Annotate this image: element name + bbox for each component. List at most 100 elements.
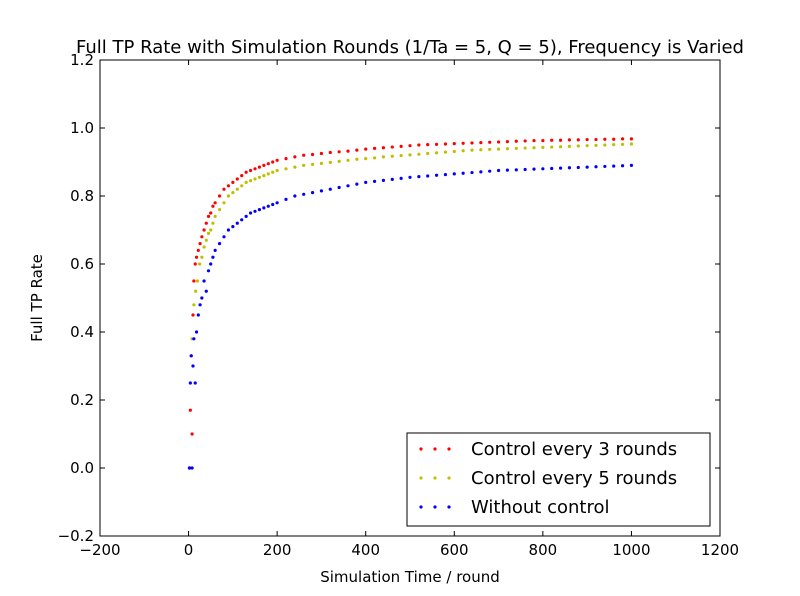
data-point (248, 168, 253, 173)
x-tick-label: 600 (440, 541, 469, 559)
legend-marker (419, 505, 423, 509)
data-point (217, 194, 222, 198)
data-point (206, 231, 211, 235)
data-point (585, 137, 589, 142)
data-point (213, 248, 217, 252)
data-point (198, 303, 202, 307)
data-point (470, 148, 474, 152)
data-point (488, 147, 492, 152)
data-point (213, 201, 217, 205)
data-point (193, 381, 197, 385)
data-point (248, 179, 253, 183)
legend-label: Without control (471, 497, 609, 518)
data-point (319, 189, 324, 193)
x-tick-label: 1000 (612, 541, 650, 559)
x-tick-label: 400 (351, 541, 380, 559)
data-point (470, 170, 474, 175)
data-point (523, 167, 527, 172)
data-point (434, 173, 439, 177)
data-point (196, 313, 200, 317)
data-point (408, 144, 412, 148)
data-point (240, 174, 244, 178)
data-point (417, 143, 421, 147)
data-point (461, 141, 465, 145)
legend-marker (433, 476, 437, 480)
data-point (629, 142, 634, 146)
plot-frame (99, 59, 721, 537)
data-point (355, 157, 359, 161)
data-point (196, 248, 200, 252)
data-point (461, 149, 465, 153)
data-point (202, 228, 206, 232)
legend: Control every 3 rounds Control every 5 ro… (406, 432, 711, 527)
data-point (505, 147, 510, 151)
data-point (417, 175, 421, 179)
data-point (222, 187, 226, 191)
data-point (496, 147, 501, 151)
data-point (222, 201, 226, 205)
data-point (194, 255, 199, 259)
data-point (244, 180, 248, 184)
y-tick-label: −0.2 (58, 527, 94, 545)
data-point (293, 165, 297, 169)
data-point (253, 177, 257, 181)
data-point (226, 228, 231, 232)
data-point (399, 176, 403, 180)
data-point (567, 166, 572, 170)
x-axis-label: Simulation Time / round (320, 568, 500, 586)
data-point (443, 150, 448, 154)
data-point (496, 140, 501, 144)
data-point (200, 296, 204, 300)
data-point (408, 175, 412, 179)
data-point (461, 171, 465, 175)
data-point (523, 146, 527, 150)
data-point (585, 165, 589, 169)
data-point (206, 269, 211, 273)
data-point (302, 163, 306, 167)
legend-marker (433, 505, 437, 509)
data-point (310, 152, 315, 157)
y-tick-label: 0.0 (70, 459, 94, 477)
data-point (271, 170, 275, 174)
data-point (217, 208, 222, 212)
y-tick-label: 0.6 (70, 255, 94, 273)
data-point (505, 168, 510, 172)
data-point (594, 143, 598, 147)
data-point (193, 262, 197, 266)
data-point (381, 155, 386, 159)
data-point (271, 202, 275, 207)
data-point (337, 159, 341, 163)
data-point (612, 137, 616, 141)
data-point (266, 204, 270, 208)
data-point (253, 209, 257, 213)
legend-marker (447, 476, 451, 480)
data-point (211, 204, 215, 208)
data-point (408, 153, 412, 157)
data-point (355, 148, 359, 152)
data-point (603, 143, 607, 147)
legend-item: Control every 3 rounds (419, 439, 677, 460)
data-point (310, 191, 315, 195)
data-point (328, 187, 332, 191)
data-point (302, 192, 306, 196)
legend-marker (419, 476, 423, 480)
data-point (620, 137, 625, 141)
data-point (434, 151, 439, 155)
x-tick-labels: −200 0 200 400 600 800 1000 1200 (79, 541, 739, 559)
data-point (248, 211, 253, 215)
data-point (302, 153, 306, 157)
y-tick-label: 1.0 (70, 119, 94, 137)
data-point (257, 165, 262, 169)
legend-label: Control every 5 rounds (471, 468, 677, 489)
data-point (209, 262, 213, 266)
x-tick-label: 0 (184, 541, 194, 559)
legend-marker (447, 505, 451, 509)
data-point (532, 138, 536, 143)
data-point (558, 145, 563, 149)
data-point (488, 140, 492, 144)
data-point (532, 146, 536, 150)
data-point (417, 152, 421, 156)
data-point (293, 194, 297, 198)
data-point (226, 184, 231, 188)
